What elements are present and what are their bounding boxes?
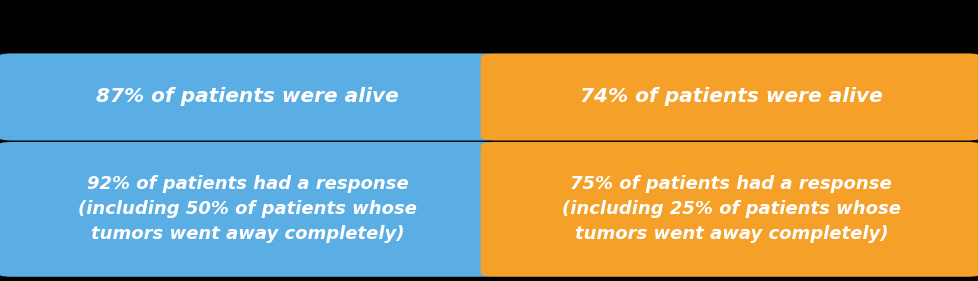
Text: 87% of patients were alive: 87% of patients were alive — [96, 87, 399, 106]
FancyBboxPatch shape — [0, 53, 498, 140]
Text: 74% of patients were alive: 74% of patients were alive — [579, 87, 882, 106]
Text: 92% of patients had a response
(including 50% of patients whose
tumors went away: 92% of patients had a response (includin… — [78, 175, 417, 243]
Text: 75% of patients had a response
(including 25% of patients whose
tumors went away: 75% of patients had a response (includin… — [561, 175, 900, 243]
FancyBboxPatch shape — [480, 142, 978, 277]
FancyBboxPatch shape — [0, 142, 498, 277]
FancyBboxPatch shape — [480, 53, 978, 140]
